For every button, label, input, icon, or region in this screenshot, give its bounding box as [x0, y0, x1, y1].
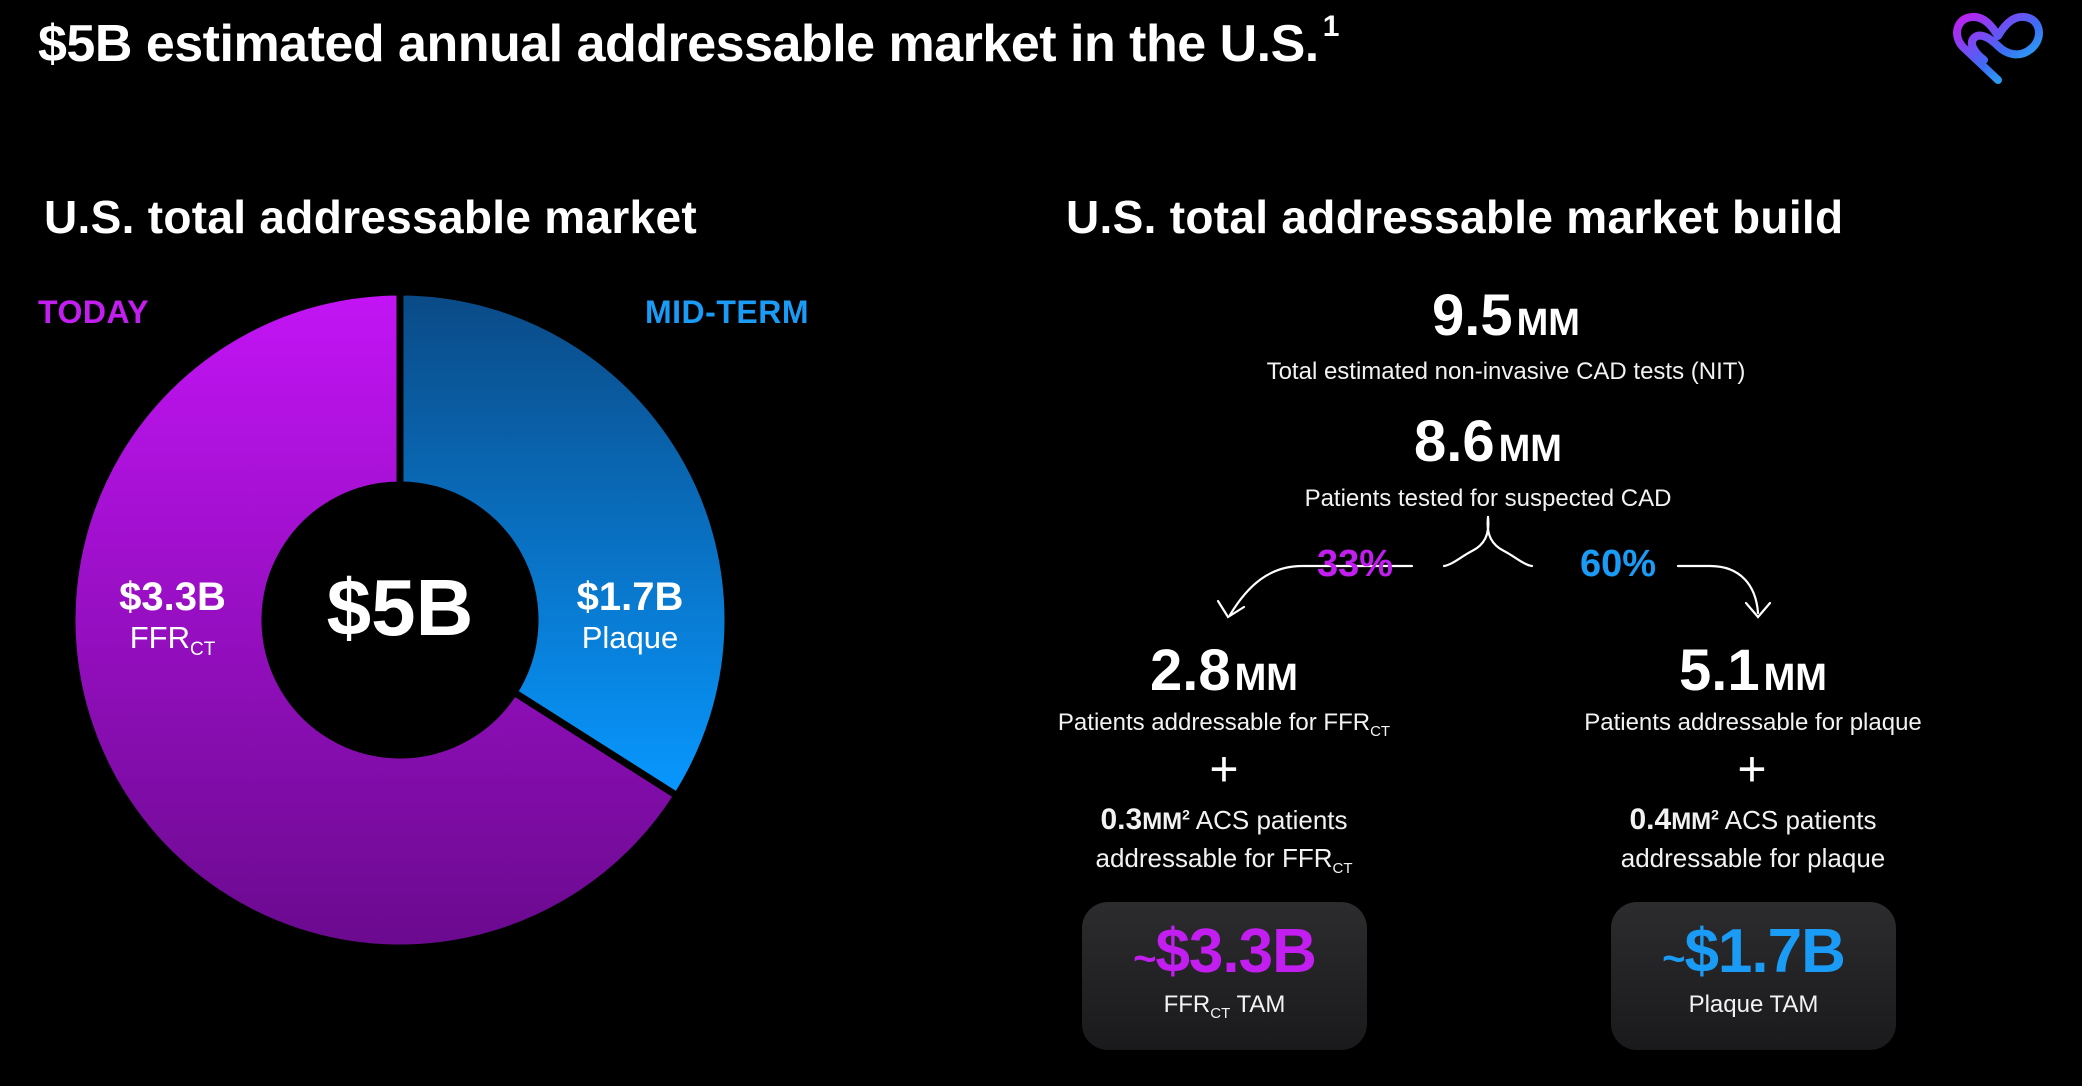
- pct-ffr: 33%: [1316, 543, 1394, 585]
- title-footnote: 1: [1322, 10, 1340, 43]
- ffr-acs: 0.3MM2 ACS patients addressable for FFRC…: [1095, 803, 1353, 877]
- plaque-tam-value: ~$1.7B: [1662, 917, 1846, 986]
- slice-plaque-name: Plaque: [581, 620, 679, 655]
- plaque-caption: Patients addressable for plaque: [1584, 709, 1922, 736]
- tag-today: TODAY: [38, 294, 149, 330]
- suspected-caption: Patients tested for suspected CAD: [1304, 485, 1672, 512]
- brand-logo-icon: [1953, 12, 2043, 84]
- donut-slice-plaque: [396, 288, 732, 801]
- ffr-tam-label: FFRCT TAM: [1163, 991, 1286, 1022]
- plaque-tam-box: ~$1.7B Plaque TAM: [1611, 902, 1896, 1050]
- plaque-acs: 0.4MM2 ACS patients addressable for plaq…: [1620, 803, 1886, 873]
- nit-caption: Total estimated non-invasive CAD tests (…: [1266, 358, 1746, 385]
- nit-value: 9.5 MM: [1432, 283, 1580, 348]
- ffr-value: 2.8 MM: [1150, 638, 1298, 703]
- pct-plaque: 60%: [1579, 543, 1657, 585]
- suspected-value: 8.6 MM: [1414, 409, 1562, 474]
- donut-chart: [68, 288, 732, 952]
- split-arrows: [1216, 515, 1772, 619]
- slice-label-plaque: $1.7B Plaque: [560, 574, 700, 656]
- ffr-tam-value: ~$3.3B: [1133, 917, 1317, 986]
- ffr-plus: +: [1209, 741, 1239, 797]
- plaque-plus: +: [1737, 741, 1767, 797]
- ffr-caption: Patients addressable for FFRCT: [1057, 709, 1391, 740]
- ffr-tam-box: ~$3.3B FFRCT TAM: [1082, 902, 1367, 1050]
- tag-midterm: MID-TERM: [645, 294, 809, 330]
- left-heading: U.S. total addressable market: [44, 191, 697, 243]
- plaque-value: 5.1 MM: [1679, 638, 1827, 703]
- page-title: $5B estimated annual addressable market …: [38, 10, 1339, 74]
- plaque-tam-label: Plaque TAM: [1688, 991, 1819, 1018]
- donut-center-label: $5B: [326, 563, 474, 652]
- slice-ffr-value: $3.3B: [119, 575, 226, 619]
- slice-plaque-value: $1.7B: [576, 575, 684, 619]
- right-heading: U.S. total addressable market build: [1066, 191, 1844, 243]
- donut-slice-ffr: [68, 288, 682, 952]
- page-title-text: $5B estimated annual addressable market …: [38, 15, 1319, 73]
- slice-label-ffr: $3.3B FFRCT: [100, 574, 245, 661]
- slice-ffr-name: FFRCT: [129, 620, 216, 661]
